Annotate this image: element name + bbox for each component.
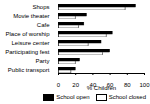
svg-text:Party: Party — [35, 58, 49, 64]
html-text:School open: School open — [56, 93, 90, 100]
svg-text:% Children: % Children — [87, 85, 116, 91]
svg-text:20: 20 — [72, 82, 79, 88]
svg-text:Cafe: Cafe — [37, 22, 50, 28]
svg-text:Public transport: Public transport — [8, 67, 50, 73]
svg-text:Participating fest: Participating fest — [5, 49, 50, 55]
svg-text:100: 100 — [139, 82, 150, 88]
svg-text:Movie theater: Movie theater — [13, 13, 49, 19]
svg-text:Leisure center: Leisure center — [11, 40, 49, 46]
svg-text:0: 0 — [57, 82, 61, 88]
html-text:School closed: School closed — [108, 93, 146, 100]
svg-text:Shops: Shops — [32, 4, 49, 10]
svg-text:Place of worship: Place of worship — [5, 31, 50, 37]
svg-text:80: 80 — [124, 82, 131, 88]
